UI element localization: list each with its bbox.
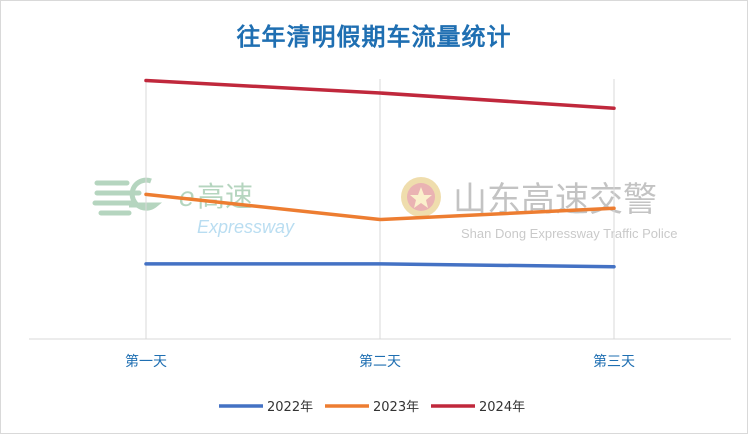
police-logo-en: Shan Dong Expressway Traffic Police [461,226,678,241]
legend: 2022年 2023年 2024年 [219,400,525,415]
chart-title: 往年清明假期车流量统计 [236,22,512,51]
e-logo-cn: 高速 [197,181,253,212]
e-logo-en: Expressway [197,217,295,237]
x-tick-label: 第一天 [125,353,167,370]
legend-item: 2022年 [219,400,313,415]
legend-label: 2024年 [479,400,525,415]
x-tick-labels: 第一天 第二天 第三天 [125,353,635,370]
series-line-0 [144,262,616,269]
series-line-2 [144,78,616,111]
legend-item: 2023年 [325,400,419,415]
e-logo-icon [92,177,163,216]
series-line-1 [144,192,616,222]
x-tick-label: 第三天 [593,353,635,370]
traffic-police-watermark: 山东高速交警 Shan Dong Expressway Traffic Poli… [401,177,678,241]
series-lines [144,78,616,269]
legend-item: 2024年 [431,400,525,415]
e-expressway-watermark: e 高速 Expressway [92,177,295,237]
e-logo-letter: e [179,181,195,212]
legend-label: 2023年 [373,400,419,415]
police-emblem-icon [401,177,441,217]
legend-label: 2022年 [267,400,313,415]
x-tick-label: 第二天 [359,353,401,370]
